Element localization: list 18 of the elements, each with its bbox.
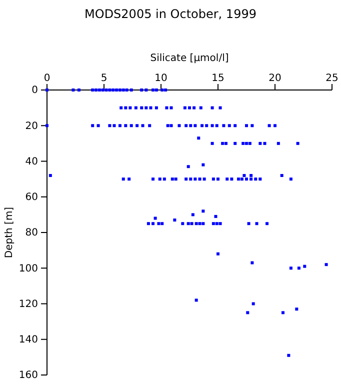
- x-tick-label: 25: [326, 73, 338, 84]
- x-tick-label: 20: [268, 73, 282, 84]
- x-axis-title: Silicate [µmol/l]: [150, 53, 229, 64]
- y-tick-label: 100: [18, 263, 38, 274]
- y-tick-label: 40: [25, 156, 38, 168]
- y-tick-label: 160: [18, 370, 38, 382]
- chart-title: MODS2005 in October, 1999: [84, 7, 256, 21]
- x-tick-label: 0: [44, 73, 50, 84]
- y-axis-title: Depth [m]: [4, 206, 15, 258]
- x-tick-label: 15: [212, 73, 224, 84]
- y-tick-label: 20: [25, 120, 38, 132]
- x-tick-label: 10: [154, 73, 168, 84]
- y-tick-label: 140: [18, 334, 38, 346]
- x-tick-label: 5: [100, 73, 108, 84]
- y-tick-label: 120: [18, 298, 38, 310]
- y-tick-label: 0: [32, 85, 38, 96]
- y-tick-label: 60: [25, 192, 38, 204]
- y-tick-label: 80: [25, 228, 38, 239]
